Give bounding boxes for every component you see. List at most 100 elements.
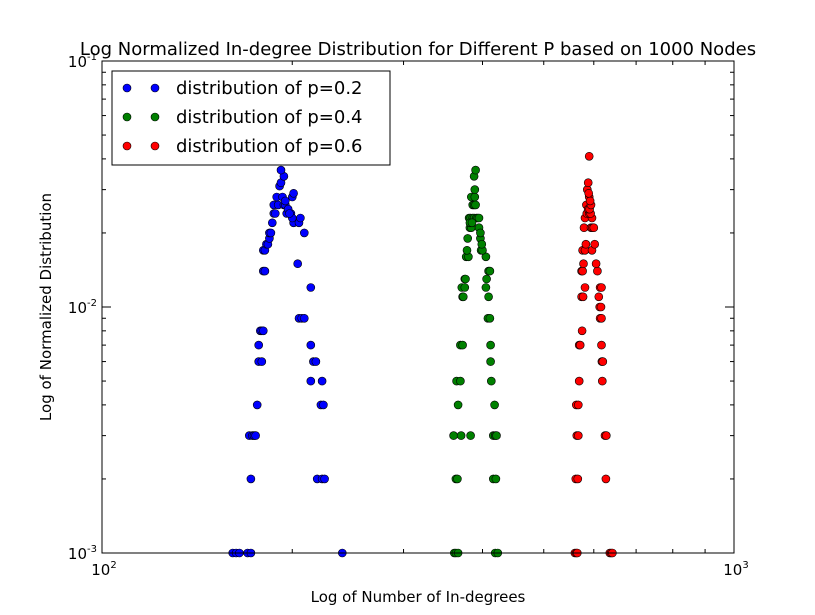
legend-marker xyxy=(150,83,160,93)
data-point xyxy=(597,376,607,386)
data-point xyxy=(594,292,604,302)
data-point xyxy=(461,274,470,284)
data-point xyxy=(486,376,496,386)
data-point xyxy=(317,376,327,386)
y-axis-label: Log of Normalized Distribution xyxy=(37,193,55,421)
data-point xyxy=(583,178,593,187)
data-point xyxy=(584,152,594,161)
data-point xyxy=(458,292,468,302)
data-point xyxy=(577,326,587,336)
data-point xyxy=(470,185,480,194)
data-point xyxy=(585,196,595,206)
data-point xyxy=(299,313,309,323)
data-point xyxy=(589,223,599,232)
data-point xyxy=(458,340,467,350)
y-tick-label: 10-1 xyxy=(68,52,97,71)
legend-marker xyxy=(150,112,160,122)
x-tick-label: 102 xyxy=(91,560,116,579)
legend-label: distribution of p=0.4 xyxy=(176,107,363,128)
axis-ticks-layer: 102 103 10-3 10-2 10-1 xyxy=(68,52,749,579)
data-point xyxy=(573,474,583,484)
data-point xyxy=(477,239,487,249)
data-point xyxy=(597,283,606,292)
data-point xyxy=(470,192,480,202)
data-point xyxy=(456,376,465,386)
data-point xyxy=(491,474,501,484)
data-point xyxy=(575,340,585,350)
data-point xyxy=(482,274,491,284)
data-point xyxy=(296,213,305,223)
data-point xyxy=(474,213,484,223)
data-point xyxy=(266,228,276,238)
data-point xyxy=(484,292,493,302)
chart-title: Log Normalized In-degree Distribution fo… xyxy=(80,39,756,60)
data-point xyxy=(593,266,602,276)
series-2 xyxy=(449,165,503,558)
x-tick-label: 103 xyxy=(723,560,748,579)
data-point xyxy=(252,400,262,410)
data-point xyxy=(481,283,491,292)
data-point xyxy=(492,431,501,440)
legend-entry: distribution of p=0.4 xyxy=(122,107,363,128)
data-point xyxy=(460,283,470,292)
data-point xyxy=(462,246,472,255)
data-point xyxy=(453,474,462,484)
data-points-layer xyxy=(228,152,617,558)
data-point xyxy=(485,266,495,276)
data-point xyxy=(299,228,309,238)
data-point xyxy=(463,234,473,243)
data-point xyxy=(581,239,591,249)
data-point xyxy=(573,431,583,440)
data-point xyxy=(449,431,458,440)
data-point xyxy=(476,228,485,238)
legend: distribution of p=0.2 distribution of p=0… xyxy=(111,70,391,166)
data-point xyxy=(578,266,587,276)
data-point xyxy=(591,259,601,269)
data-point xyxy=(306,283,316,292)
series-1 xyxy=(228,165,347,558)
data-point xyxy=(485,313,495,323)
data-point xyxy=(590,239,600,249)
data-point xyxy=(471,165,480,175)
data-point xyxy=(486,340,495,350)
data-point xyxy=(578,292,588,302)
data-point xyxy=(270,209,280,218)
legend-marker xyxy=(122,112,132,122)
data-point xyxy=(579,259,588,269)
data-point xyxy=(471,200,480,210)
data-point xyxy=(260,266,270,276)
data-point xyxy=(601,474,611,484)
y-tick-label: 10-2 xyxy=(68,298,97,317)
data-point xyxy=(597,340,606,350)
data-point xyxy=(258,326,268,336)
data-point xyxy=(456,431,466,440)
data-point xyxy=(597,313,606,323)
data-point xyxy=(254,340,264,350)
data-point xyxy=(574,376,584,386)
data-point xyxy=(319,400,328,410)
data-point xyxy=(320,474,329,484)
data-point xyxy=(251,431,260,440)
data-point xyxy=(453,400,463,410)
data-point xyxy=(257,357,267,366)
data-point xyxy=(601,431,611,440)
data-point xyxy=(285,209,294,218)
legend-label: distribution of p=0.2 xyxy=(176,78,363,99)
data-point xyxy=(584,189,594,198)
y-tick-label: 10-3 xyxy=(68,544,97,563)
data-point xyxy=(267,218,277,228)
legend-marker xyxy=(150,141,160,151)
data-point xyxy=(596,302,606,312)
data-point xyxy=(293,259,303,269)
data-point xyxy=(580,283,590,292)
data-point xyxy=(280,196,290,206)
data-point xyxy=(306,376,316,386)
data-point xyxy=(467,218,477,228)
legend-marker xyxy=(122,83,132,93)
legend-label: distribution of p=0.6 xyxy=(176,136,363,157)
x-axis-label: Log of Number of In-degrees xyxy=(311,588,526,606)
data-point xyxy=(311,357,321,366)
data-point xyxy=(573,400,583,410)
data-point xyxy=(490,400,499,410)
